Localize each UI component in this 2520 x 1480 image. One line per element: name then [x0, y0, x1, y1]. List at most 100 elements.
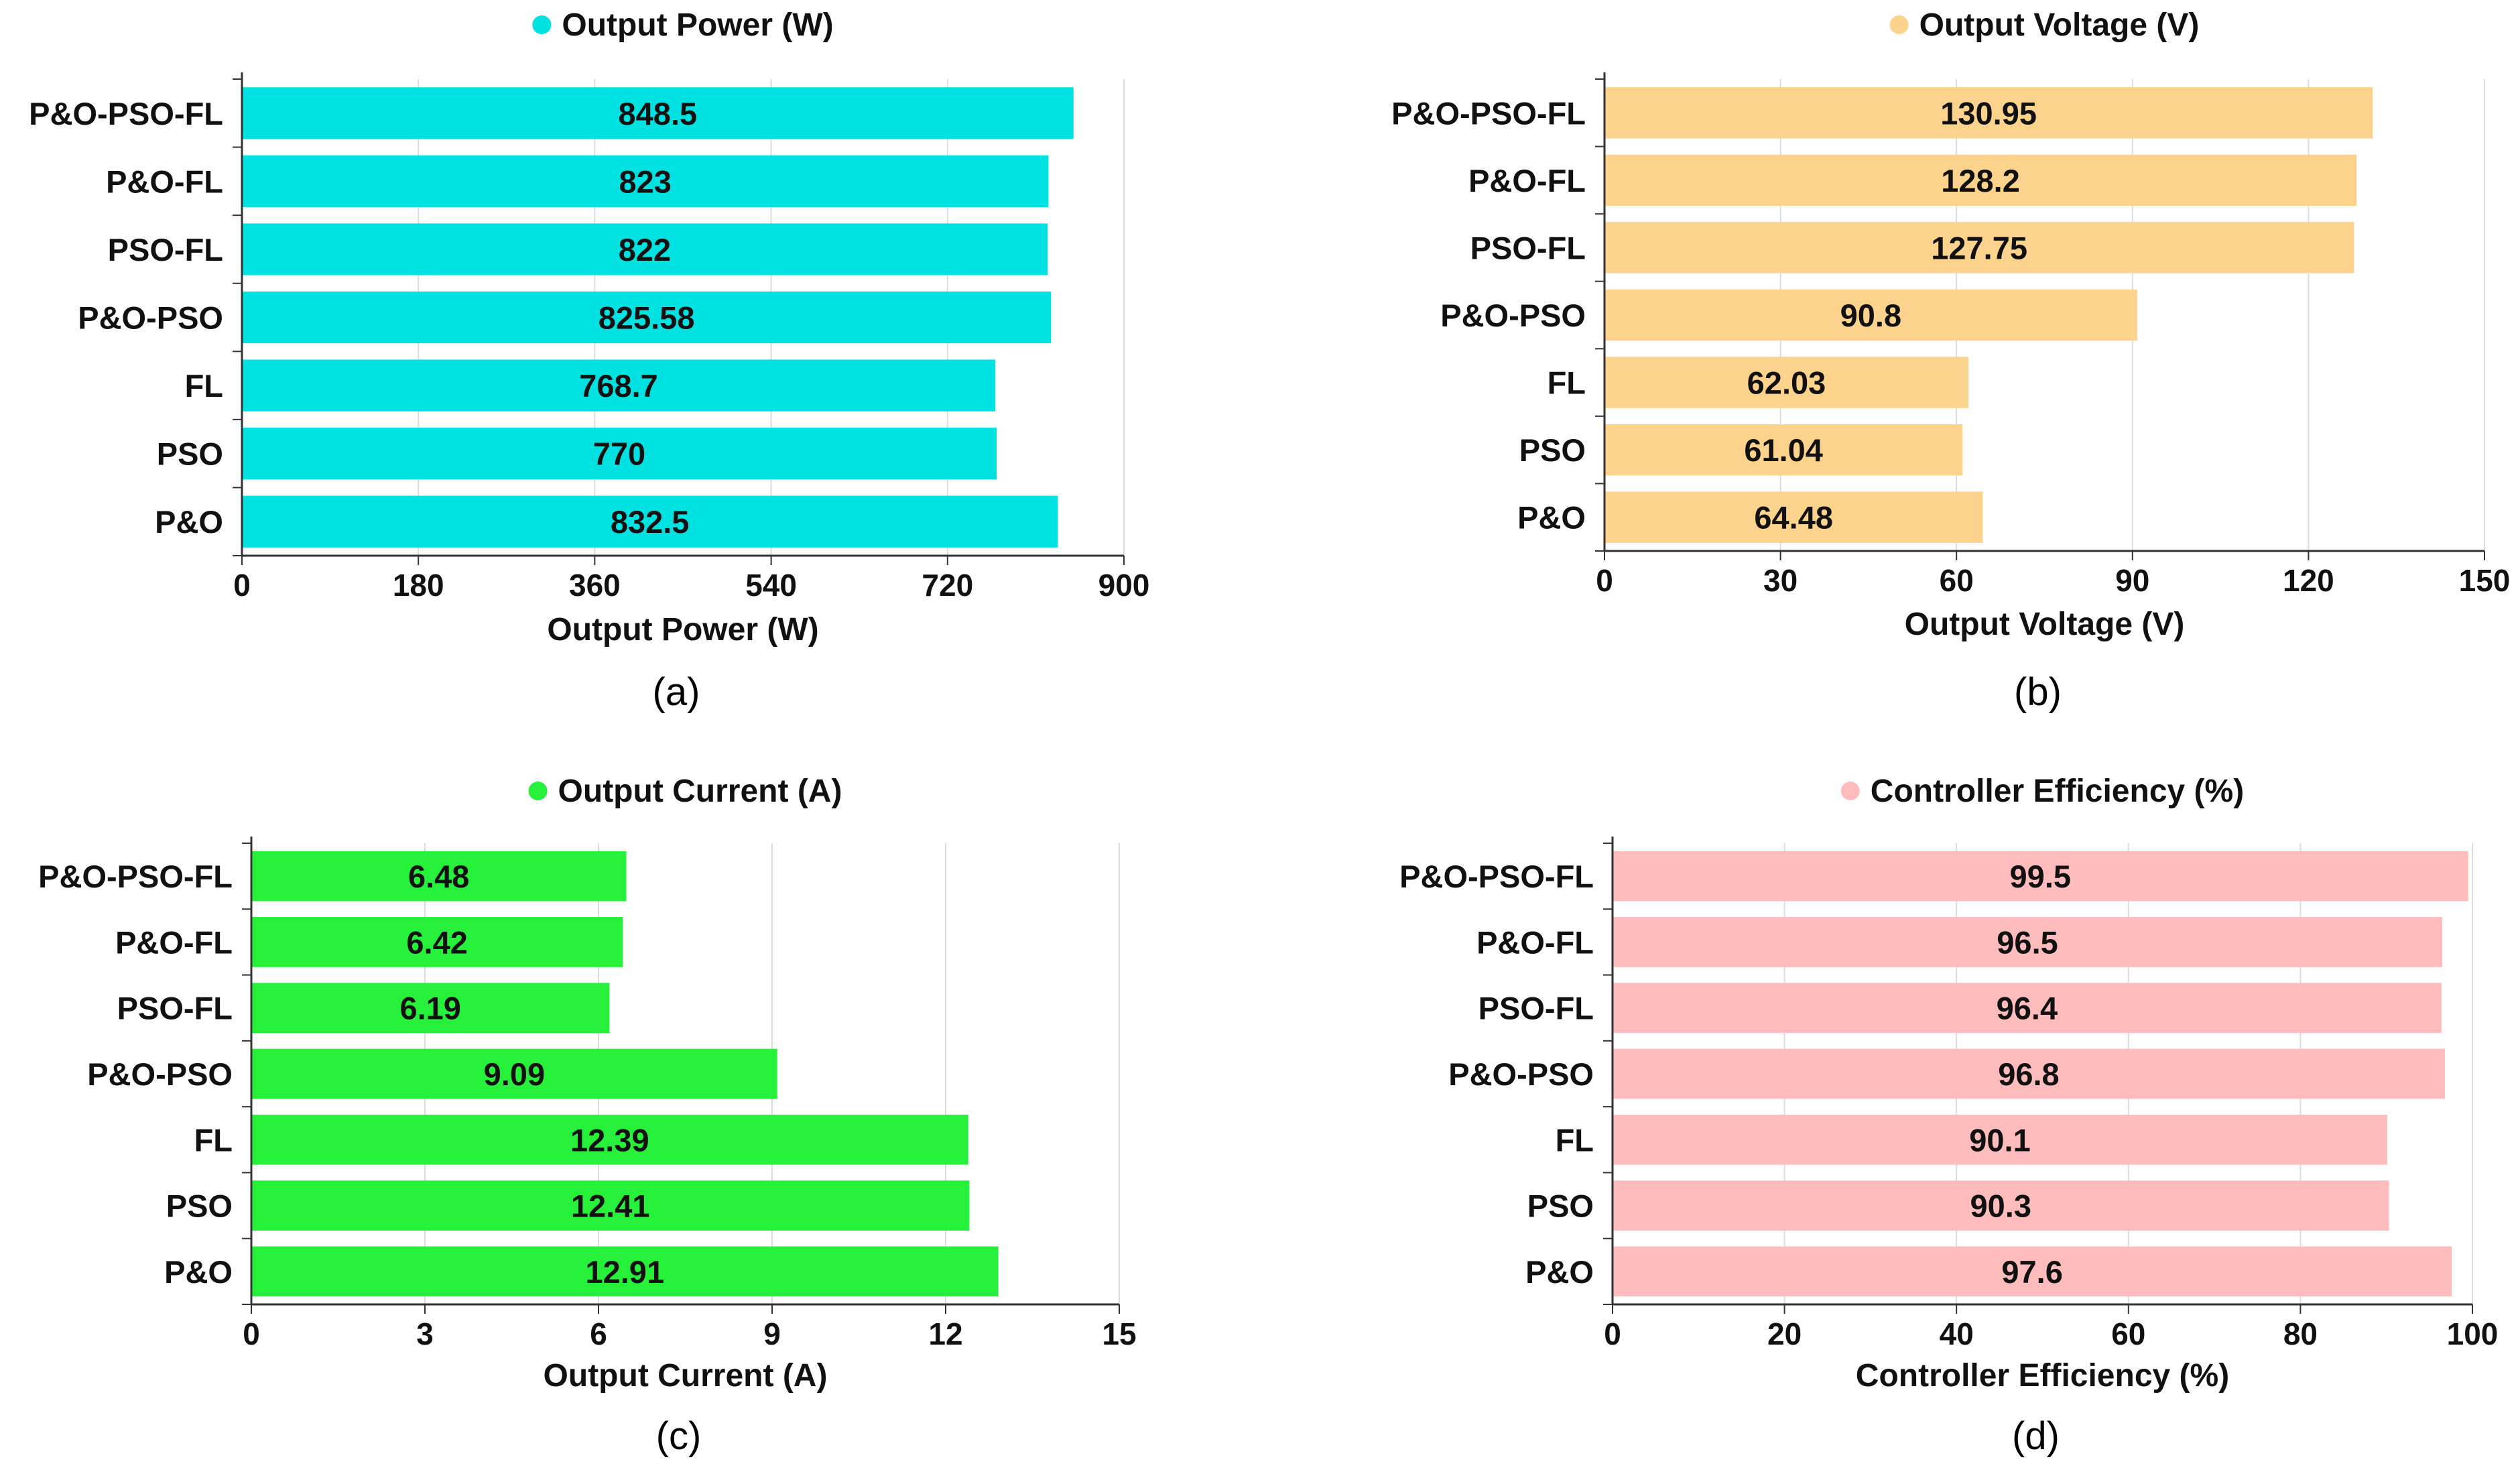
data-label: 90.8 [1840, 298, 1901, 333]
x-tick-label: 60 [1940, 563, 1974, 598]
category-label: P&O [164, 1254, 233, 1290]
bar-p-o-pso [242, 291, 1052, 344]
data-label: 6.19 [399, 991, 460, 1026]
x-tick-label: 540 [745, 568, 797, 603]
bar-p-o [242, 495, 1058, 548]
x-tick-label: 100 [2447, 1316, 2499, 1351]
data-label: 96.4 [1997, 991, 2058, 1026]
data-label: 832.5 [611, 504, 690, 540]
x-tick-label: 360 [569, 568, 621, 603]
data-label: 99.5 [2010, 859, 2071, 894]
category-label: P&O-FL [106, 164, 223, 199]
category-label: P&O-PSO-FL [29, 96, 223, 131]
data-label: 96.8 [1998, 1056, 2059, 1092]
x-tick-label: 720 [922, 568, 973, 603]
bar-p-o-fl [242, 155, 1049, 207]
category-label: FL [194, 1122, 233, 1158]
panel-caption: (b) [2014, 670, 2062, 714]
data-label: 96.5 [1997, 924, 2058, 960]
data-label: 90.3 [1970, 1188, 2031, 1224]
category-label: P&O-PSO-FL [1399, 859, 1594, 894]
x-tick-label: 0 [243, 1316, 260, 1351]
category-label: PSO-FL [1470, 230, 1586, 265]
category-label: P&O-PSO-FL [1391, 95, 1586, 131]
chart-panel-2: 130.95 P&O-PSO-FL 128.2 P&O-FL 127.75 PSO-FL 9… [1391, 7, 2510, 714]
category-label: PSO [1527, 1188, 1594, 1224]
x-axis-label: Controller Efficiency (%) [1856, 1358, 2229, 1394]
category-label: PSO-FL [108, 232, 223, 267]
legend-marker [528, 782, 548, 800]
data-label: 97.6 [2001, 1254, 2062, 1290]
legend-label: Output Power (W) [562, 7, 833, 43]
legend: Controller Efficiency (%) [1840, 774, 2244, 809]
x-tick-label: 12 [928, 1316, 962, 1351]
legend-label: Output Voltage (V) [1919, 7, 2200, 43]
legend-marker [1889, 15, 1909, 34]
category-label: P&O [1525, 1254, 1594, 1290]
bar-pso-fl [242, 223, 1048, 275]
data-label: 823 [619, 164, 671, 199]
data-label: 127.75 [1931, 230, 2027, 265]
bar-p-o-pso [1613, 1048, 2445, 1099]
data-label: 825.58 [598, 300, 695, 336]
chart-panel-4: 99.5 P&O-PSO-FL 96.5 P&O-FL 96.4 PSO-FL 96.8 P&… [1399, 774, 2498, 1458]
x-tick-label: 80 [2283, 1316, 2318, 1351]
data-label: 822 [619, 232, 671, 267]
data-label: 770 [593, 436, 645, 472]
x-tick-label: 60 [2111, 1316, 2145, 1351]
data-label: 64.48 [1754, 500, 1833, 536]
bar-pso-fl [1613, 983, 2442, 1034]
x-tick-label: 40 [1940, 1316, 1974, 1351]
category-label: P&O-FL [115, 924, 233, 960]
data-label: 62.03 [1747, 365, 1826, 401]
x-tick-label: 3 [416, 1316, 434, 1351]
data-label: 12.39 [570, 1122, 649, 1158]
data-label: 6.48 [408, 859, 469, 894]
bar-p-o-pso-fl [251, 851, 627, 902]
bar-p-o-fl [1604, 154, 2357, 206]
x-tick-label: 0 [1596, 563, 1613, 598]
x-axis-label: Output Voltage (V) [1905, 607, 2185, 642]
bar-pso-fl [1604, 222, 2354, 273]
x-tick-label: 30 [1763, 563, 1798, 598]
bar-pso [1613, 1180, 2389, 1231]
data-label: 6.42 [406, 924, 467, 960]
bar-p-o [1604, 491, 1983, 543]
x-tick-label: 20 [1767, 1316, 1802, 1351]
category-label: P&O-PSO [87, 1056, 233, 1092]
bar-p-o-pso-fl [242, 87, 1074, 139]
legend-label: Controller Efficiency (%) [1871, 774, 2244, 809]
bar-p-o [1613, 1246, 2452, 1297]
category-label: P&O-PSO [78, 300, 223, 336]
bar-fl [1604, 357, 1968, 408]
legend: Output Voltage (V) [1889, 7, 2200, 43]
category-label: PSO [1519, 432, 1586, 468]
legend: Output Current (A) [528, 774, 842, 809]
category-label: PSO-FL [1478, 991, 1594, 1026]
legend: Output Power (W) [532, 7, 834, 43]
bar-pso [251, 1180, 970, 1231]
x-tick-label: 0 [233, 568, 251, 603]
data-label: 848.5 [619, 96, 698, 131]
bar-p-o-pso [1604, 289, 2137, 341]
category-label: FL [1556, 1122, 1594, 1158]
x-tick-label: 0 [1604, 1316, 1621, 1351]
bar-pso-fl [251, 983, 610, 1034]
category-label: FL [1548, 365, 1586, 401]
legend-label: Output Current (A) [558, 774, 842, 809]
bar-p-o-pso [251, 1048, 777, 1099]
x-tick-label: 15 [1102, 1316, 1136, 1351]
chart-panel-3: 6.48 P&O-PSO-FL 6.42 P&O-FL 6.19 PSO-FL 9.09 P&… [38, 774, 1136, 1458]
x-tick-label: 120 [2283, 563, 2334, 598]
data-label: 61.04 [1744, 432, 1823, 468]
x-tick-label: 9 [763, 1316, 781, 1351]
bar-p-o-pso-fl [1604, 87, 2373, 139]
category-label: FL [185, 368, 223, 404]
legend-marker [1840, 782, 1860, 800]
category-label: PSO-FL [117, 991, 233, 1026]
bar-p-o-pso-fl [1613, 851, 2468, 902]
bar-p-o [251, 1246, 999, 1297]
data-label: 90.1 [1969, 1122, 2030, 1158]
legend-marker [532, 15, 552, 34]
